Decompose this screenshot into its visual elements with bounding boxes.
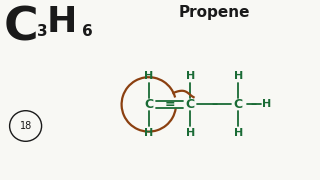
Text: H: H	[234, 128, 243, 138]
Text: =: =	[164, 98, 175, 111]
Text: H: H	[46, 5, 77, 39]
Text: –: –	[211, 98, 218, 111]
Text: C: C	[144, 98, 153, 111]
Text: H: H	[144, 71, 153, 81]
Text: C: C	[3, 5, 38, 50]
Text: H: H	[144, 128, 153, 138]
Text: C: C	[234, 98, 243, 111]
Text: –: –	[250, 98, 257, 111]
Text: 6: 6	[82, 24, 92, 39]
Text: Propene: Propene	[179, 5, 250, 20]
Text: 3: 3	[37, 24, 47, 39]
Text: H: H	[234, 71, 243, 81]
Text: H: H	[262, 99, 271, 109]
Text: H: H	[186, 71, 195, 81]
Text: C: C	[186, 98, 195, 111]
Text: 18: 18	[20, 121, 32, 131]
Text: H: H	[186, 128, 195, 138]
